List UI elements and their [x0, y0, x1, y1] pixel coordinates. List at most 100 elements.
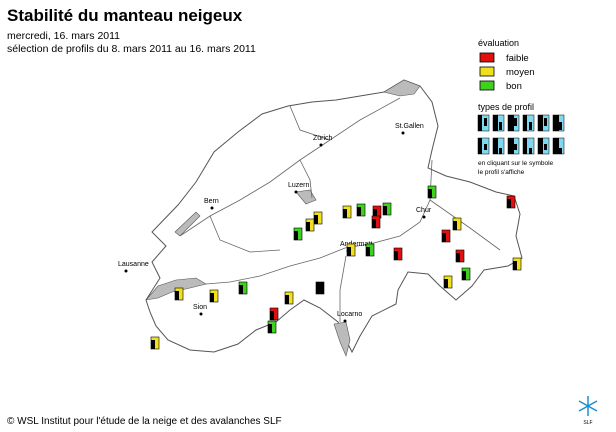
profile-marker-part: [513, 261, 517, 270]
profile-icon-part: [514, 118, 517, 126]
city-dot: [401, 131, 405, 135]
profile-icon-part: [478, 115, 482, 131]
city-label: Chur: [416, 207, 432, 214]
river: [299, 159, 313, 199]
profile-marker-part: [372, 219, 376, 228]
legend-label: moyen: [506, 67, 535, 78]
profile-marker-part: [306, 222, 310, 231]
profile-marker-part: [357, 207, 361, 216]
profile-marker-part: [428, 189, 432, 198]
city-label: Luzern: [288, 182, 310, 189]
lake-neuchatel: [174, 211, 201, 237]
profile-icon-part: [508, 138, 514, 154]
profile-icon-part: [508, 115, 514, 131]
city-label: Andermatt: [340, 241, 372, 248]
city-label: Sion: [193, 304, 207, 311]
profile-types-title: types de profil: [478, 102, 534, 112]
profile-marker-part: [383, 206, 387, 215]
country-outline: [145, 79, 523, 354]
profile-marker-part: [394, 251, 398, 260]
legend-swatch: [479, 66, 495, 77]
city-dot: [210, 206, 214, 210]
map: Zürich St.Gallen Luzern Bern Chur Andermatt La…: [118, 79, 523, 357]
logo-text: SLF: [583, 420, 592, 426]
cities: Zürich St.Gallen Luzern Bern Chur Andermatt La…: [118, 123, 432, 323]
city-dot: [124, 269, 128, 273]
profile-marker-part: [444, 279, 448, 288]
profile-marker-part: [151, 340, 155, 349]
profile-note: le profil s'affiche: [478, 169, 525, 176]
logo: [578, 396, 598, 416]
profile-icon-part: [529, 122, 532, 130]
profile-icon-part: [523, 138, 527, 154]
date: mercredi, 16. mars 2011: [7, 30, 120, 42]
profile-marker-part: [270, 311, 274, 320]
city-dot: [319, 143, 323, 147]
river: [429, 199, 501, 251]
river: [289, 105, 331, 141]
river: [209, 215, 281, 253]
profile-markers: [150, 185, 522, 350]
city-label: St.Gallen: [395, 123, 424, 130]
profile-marker-part: [453, 221, 457, 230]
profile-marker-part: [175, 291, 179, 300]
profile-marker-part: [347, 247, 351, 256]
profile-marker-part: [316, 285, 320, 294]
profile-marker-part: [210, 293, 214, 302]
city-dot: [294, 190, 298, 194]
legend-title: évaluation: [478, 38, 519, 48]
city-dot: [199, 312, 203, 316]
profile-marker-part: [285, 295, 289, 304]
profile-icon-part: [484, 118, 487, 126]
profile-icon-part: [523, 115, 527, 131]
profile-icon-part: [559, 122, 562, 130]
profile-icon-part: [529, 148, 532, 154]
legend-swatch: [479, 52, 495, 63]
profile-icon-part: [493, 115, 498, 131]
profile-marker-part: [456, 253, 460, 262]
profile-icon-part: [553, 138, 559, 154]
river: [339, 255, 347, 322]
city-label: Bern: [204, 198, 219, 205]
profile-icon-part: [559, 148, 562, 154]
legend-swatch: [479, 80, 495, 91]
city-dot: [343, 319, 347, 323]
legend: évaluation faible moyen bon types de profi…: [477, 38, 565, 176]
profile-marker-part: [462, 271, 466, 280]
profile-icon-part: [538, 138, 543, 154]
profile-icon-part: [538, 115, 543, 131]
rivers: [179, 97, 501, 322]
profile-icon-part: [514, 144, 517, 150]
title: Stabilité du manteau neigeux: [7, 6, 243, 25]
legend-label: faible: [506, 53, 529, 64]
city-label: Lausanne: [118, 261, 149, 268]
legend-label: bon: [506, 81, 522, 92]
profile-note: en cliquant sur le symbole: [478, 160, 554, 167]
profile-icon-part: [553, 115, 559, 131]
profile-icon-part: [478, 138, 482, 154]
river: [179, 97, 401, 237]
legend-items: faible moyen bon: [479, 52, 535, 92]
profile-icons: [477, 114, 565, 155]
profile-marker-part: [373, 209, 377, 218]
profile-marker-part: [239, 285, 243, 294]
profile-marker-part: [294, 231, 298, 240]
profile-icon-part: [484, 144, 487, 150]
profile-icon-part: [499, 122, 502, 130]
lake-constance: [383, 79, 421, 97]
profile-marker-part: [314, 215, 318, 224]
lake-lucerne: [295, 189, 317, 205]
profile-icon-part: [544, 144, 547, 150]
profile-marker-part: [268, 324, 272, 333]
profile-icon-part: [499, 148, 502, 154]
selection: sélection de profils du 8. mars 2011 au …: [7, 43, 256, 55]
profile-icon-part: [544, 118, 547, 126]
logo-stroke: [578, 400, 598, 412]
city-dot: [422, 215, 426, 219]
city-label: Locarno: [337, 311, 362, 318]
lake-maggiore: [333, 321, 351, 357]
copyright: © WSL Institut pour l'étude de la neige …: [7, 416, 282, 427]
profile-marker-part: [442, 233, 446, 242]
profile-icon-part: [493, 138, 498, 154]
